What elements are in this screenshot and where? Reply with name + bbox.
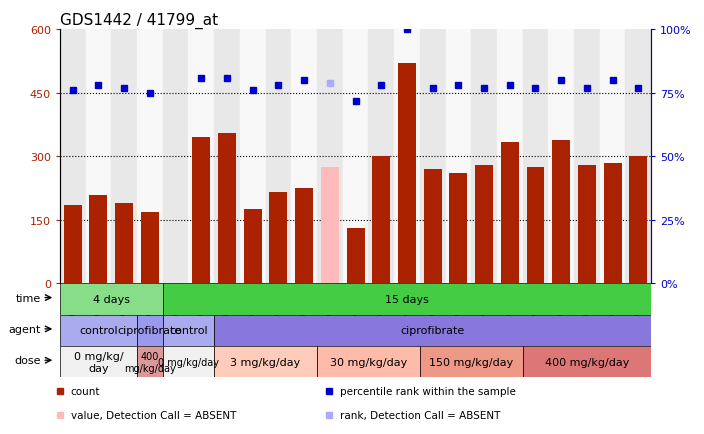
Text: 4 days: 4 days xyxy=(93,295,130,304)
Bar xyxy=(574,30,600,284)
Bar xyxy=(552,140,570,284)
Bar xyxy=(163,30,189,284)
Bar xyxy=(137,315,163,346)
Bar xyxy=(137,346,163,378)
Bar xyxy=(343,30,368,284)
Bar xyxy=(265,30,291,284)
Bar xyxy=(420,30,446,284)
Text: ciprofibrate: ciprofibrate xyxy=(401,326,465,335)
Text: count: count xyxy=(71,386,100,396)
Text: ciprofibrate: ciprofibrate xyxy=(118,326,182,335)
Bar xyxy=(527,168,544,284)
Bar xyxy=(321,168,339,284)
Text: control: control xyxy=(169,326,208,335)
Bar xyxy=(522,346,651,378)
Bar xyxy=(60,346,137,378)
Bar xyxy=(137,30,163,284)
Text: GDS1442 / 41799_at: GDS1442 / 41799_at xyxy=(60,13,218,29)
Bar xyxy=(141,212,159,284)
Bar xyxy=(522,30,548,284)
Bar xyxy=(240,30,265,284)
Bar xyxy=(372,157,390,284)
Bar xyxy=(270,193,287,284)
Bar xyxy=(189,30,214,284)
Text: percentile rank within the sample: percentile rank within the sample xyxy=(340,386,516,396)
Bar xyxy=(60,284,163,315)
Bar xyxy=(214,315,651,346)
Bar xyxy=(163,284,651,315)
Bar xyxy=(89,195,108,284)
Text: 30 mg/kg/day: 30 mg/kg/day xyxy=(329,357,407,367)
Bar xyxy=(548,30,574,284)
Text: 0 mg/kg/day: 0 mg/kg/day xyxy=(158,357,219,367)
Bar xyxy=(600,30,625,284)
Bar xyxy=(63,206,82,284)
Text: agent: agent xyxy=(8,324,41,334)
Bar xyxy=(60,30,86,284)
Bar xyxy=(471,30,497,284)
Bar xyxy=(86,30,111,284)
Bar xyxy=(317,30,343,284)
Text: rank, Detection Call = ABSENT: rank, Detection Call = ABSENT xyxy=(340,410,501,420)
Text: 400 mg/kg/day: 400 mg/kg/day xyxy=(545,357,629,367)
Text: dose: dose xyxy=(14,355,41,365)
Bar xyxy=(497,30,522,284)
Text: 15 days: 15 days xyxy=(385,295,429,304)
Bar xyxy=(163,346,214,378)
Bar xyxy=(398,64,416,284)
Text: value, Detection Call = ABSENT: value, Detection Call = ABSENT xyxy=(71,410,236,420)
Bar xyxy=(424,170,441,284)
Bar xyxy=(394,30,420,284)
Bar xyxy=(346,229,365,284)
Bar xyxy=(475,165,493,284)
Bar xyxy=(317,346,420,378)
Text: 400
mg/kg/day: 400 mg/kg/day xyxy=(124,351,176,373)
Bar xyxy=(291,30,317,284)
Bar xyxy=(163,315,214,346)
Text: control: control xyxy=(79,326,118,335)
Bar xyxy=(368,30,394,284)
Bar xyxy=(420,346,522,378)
Text: 150 mg/kg/day: 150 mg/kg/day xyxy=(429,357,513,367)
Bar xyxy=(629,157,648,284)
Bar xyxy=(111,30,137,284)
Text: 3 mg/kg/day: 3 mg/kg/day xyxy=(230,357,301,367)
Text: time: time xyxy=(15,293,41,303)
Bar xyxy=(625,30,651,284)
Bar xyxy=(603,164,622,284)
Bar xyxy=(295,189,313,284)
Bar xyxy=(244,210,262,284)
Bar xyxy=(446,30,471,284)
Bar xyxy=(214,30,240,284)
Bar xyxy=(214,346,317,378)
Bar xyxy=(218,134,236,284)
Bar xyxy=(60,315,137,346)
Bar xyxy=(115,204,133,284)
Bar xyxy=(578,165,596,284)
Bar xyxy=(449,174,467,284)
Text: 0 mg/kg/
day: 0 mg/kg/ day xyxy=(74,351,123,373)
Bar xyxy=(501,142,519,284)
Bar xyxy=(192,138,210,284)
